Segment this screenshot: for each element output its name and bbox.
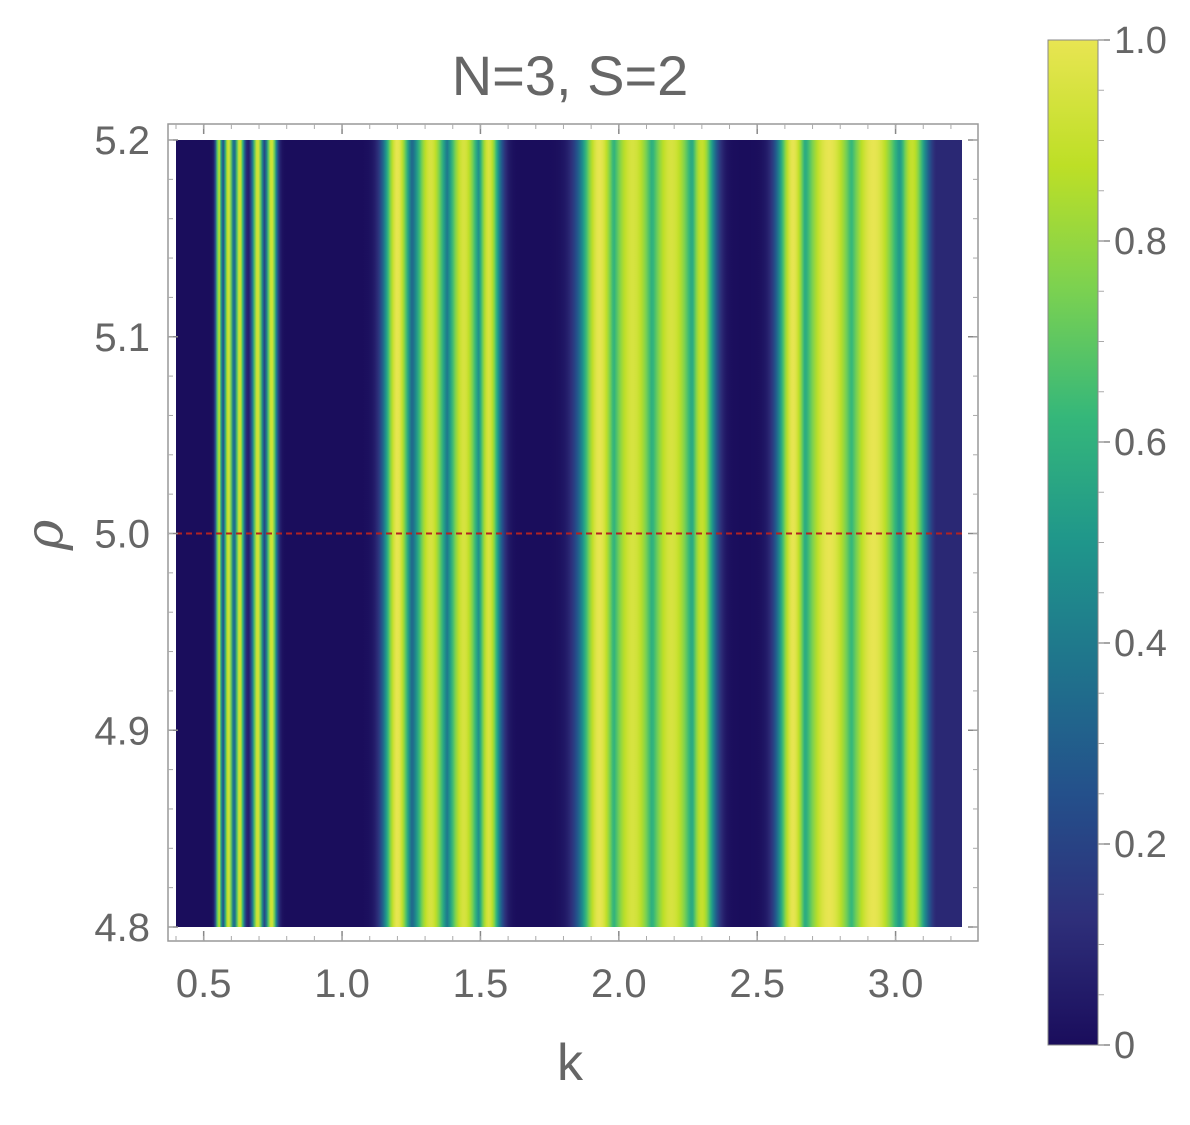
colorbar-tick-label: 0.4 bbox=[1114, 623, 1167, 665]
y-tick-label: 4.9 bbox=[94, 709, 150, 753]
y-tick-label: 5.1 bbox=[94, 316, 150, 360]
x-axis: 0.5 1.0 1.5 2.0 2.5 3.0 bbox=[175, 124, 952, 1006]
y-tick-label: 5.0 bbox=[94, 513, 150, 557]
colorbar-tick-label: 0.2 bbox=[1114, 824, 1167, 866]
colorbar-tick-label: 0.6 bbox=[1114, 422, 1167, 464]
x-tick-label: 3.0 bbox=[868, 962, 924, 1006]
chart-title: N=3, S=2 bbox=[452, 44, 689, 107]
x-axis-label: k bbox=[557, 1034, 584, 1092]
y-axis: 4.8 4.9 5.0 5.1 5.2 bbox=[94, 119, 978, 950]
colorbar-axis: 0 0.2 0.4 0.6 0.8 1.0 bbox=[1098, 20, 1167, 1067]
y-tick-label: 4.8 bbox=[94, 906, 150, 950]
x-tick-label: 0.5 bbox=[176, 962, 232, 1006]
x-tick-label: 2.0 bbox=[591, 962, 647, 1006]
colorbar-tick-label: 1.0 bbox=[1114, 20, 1167, 62]
x-tick-label: 2.5 bbox=[729, 962, 785, 1006]
colorbar-tick-label: 0 bbox=[1114, 1025, 1135, 1067]
y-tick-label: 5.2 bbox=[94, 119, 150, 163]
colorbar bbox=[1047, 39, 1099, 1046]
plot-frame bbox=[167, 123, 979, 942]
x-tick-label: 1.0 bbox=[314, 962, 370, 1006]
y-axis-label: ρ bbox=[15, 519, 75, 551]
colorbar-tick-label: 0.8 bbox=[1114, 221, 1167, 263]
x-tick-label: 1.5 bbox=[453, 962, 509, 1006]
